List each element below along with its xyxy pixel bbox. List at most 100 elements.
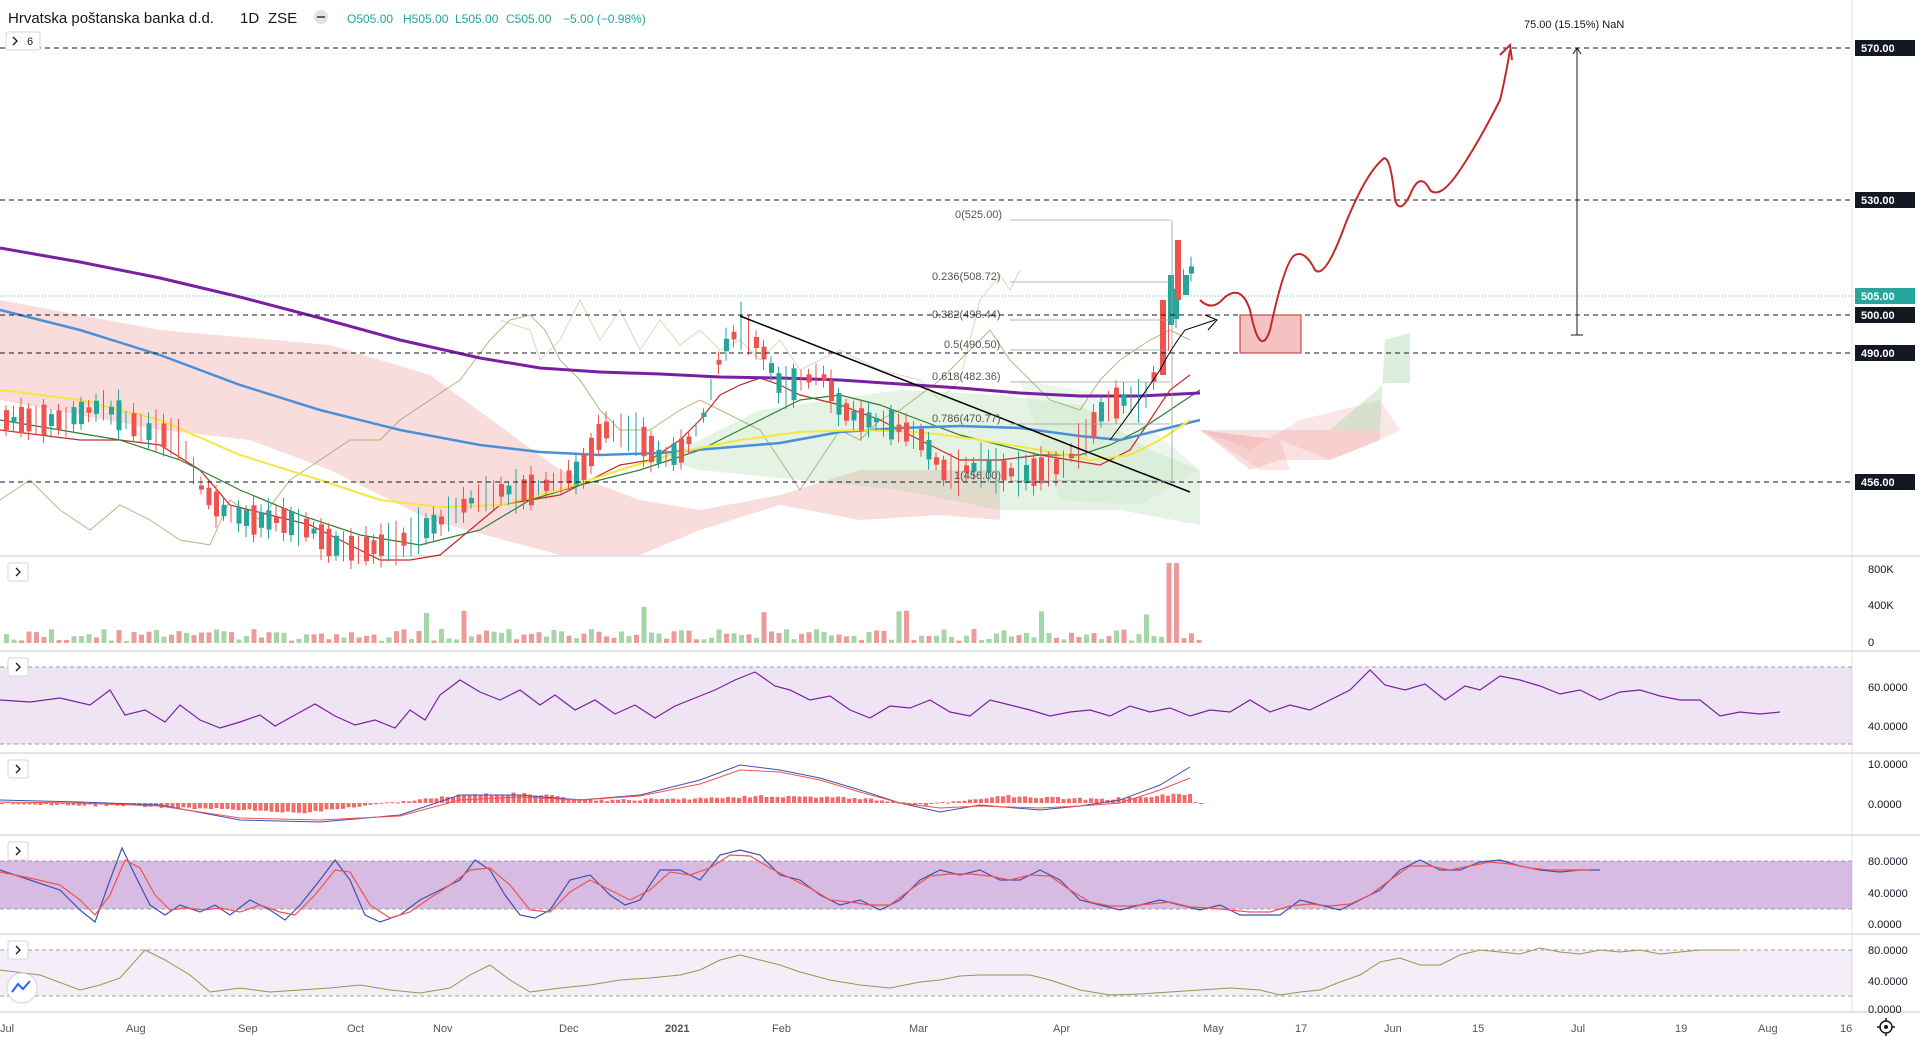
macd-histogram-bar <box>396 802 400 804</box>
macd-histogram-bar <box>638 800 642 803</box>
target-zone-rect[interactable] <box>1239 314 1302 354</box>
price-level-tag: 500.00 <box>1861 310 1895 322</box>
macd-histogram-bar <box>913 803 917 806</box>
macd-histogram-bar <box>1023 796 1027 803</box>
volume-bar <box>1136 634 1142 643</box>
volume-bar <box>79 636 84 643</box>
candle-body <box>1031 458 1037 486</box>
volume-bar <box>731 633 737 643</box>
candle-body <box>1024 464 1029 484</box>
volume-bar <box>566 635 572 643</box>
macd-signal-line <box>0 769 1191 821</box>
volume-bar <box>184 632 189 643</box>
pane-toggle-indicator-5[interactable] <box>7 940 29 960</box>
volume-bar <box>349 632 354 643</box>
pane-toggle-macd[interactable] <box>7 759 29 779</box>
volume-bar <box>634 634 639 643</box>
trendline <box>739 315 1191 493</box>
volume-bar <box>431 640 437 643</box>
volume-bar <box>1196 639 1202 643</box>
volume-bar <box>131 632 137 643</box>
candle-body <box>896 424 902 432</box>
macd-histogram-bar <box>737 797 741 803</box>
macd-histogram-bar <box>572 798 576 803</box>
macd-histogram-bar <box>1149 797 1154 803</box>
main-price-pane[interactable]: 0(525.00) 0.236(508.72) 0.382(498.44) 0.… <box>0 19 1852 569</box>
volume-bar <box>1151 636 1157 643</box>
macd-histogram-bar <box>863 798 868 803</box>
macd-histogram-bar <box>588 799 593 803</box>
macd-histogram-bar <box>643 798 648 803</box>
macd-histogram-bar <box>1067 798 1071 803</box>
macd-histogram-bar <box>847 798 851 803</box>
macd-histogram-bar <box>555 796 560 803</box>
candle-body <box>1069 453 1074 459</box>
time-label: Sep <box>238 1023 258 1035</box>
collapse-indicators-button[interactable]: 6 <box>5 31 41 51</box>
time-label: Feb <box>772 1023 791 1035</box>
macd-histogram-bar <box>1017 796 1022 803</box>
eye-icon[interactable] <box>314 10 328 24</box>
macd-histogram-bar <box>660 798 664 803</box>
fib-retracement[interactable]: 0(525.00) 0.236(508.72) 0.382(498.44) 0.… <box>932 209 1173 482</box>
macd-histogram-bar <box>407 801 411 803</box>
macd-histogram-bar <box>346 803 351 808</box>
pane-toggle-volume[interactable] <box>7 562 29 582</box>
indicator-pane-5[interactable] <box>0 947 1852 997</box>
volume-bar <box>19 640 24 643</box>
candle-body <box>761 346 767 360</box>
macd-histogram-bar <box>1094 798 1099 803</box>
macd-histogram-bar <box>66 803 70 806</box>
macd-histogram-bar <box>170 803 175 808</box>
volume-bar <box>746 634 752 643</box>
tradingview-logo-icon[interactable] <box>6 972 38 1004</box>
gear-icon[interactable] <box>1877 1018 1895 1036</box>
candle-body <box>521 479 527 501</box>
macd-histogram-bar <box>841 797 846 803</box>
macd-histogram-bar <box>577 798 582 803</box>
candle-body <box>769 363 774 373</box>
pane-toggle-rsi[interactable] <box>7 657 29 677</box>
volume-bar <box>529 633 534 643</box>
price-axis[interactable]: 570.00 530.00 505.00 500.00 490.00 456.0… <box>1855 40 1915 490</box>
macd-histogram-bar <box>973 799 978 803</box>
macd-histogram-bar <box>44 803 48 804</box>
stochastic-pane[interactable] <box>0 846 1852 923</box>
rsi-pane[interactable] <box>0 666 1852 745</box>
macd-histogram-bar <box>709 797 714 803</box>
candle-body <box>889 409 894 440</box>
horizontal-levels[interactable] <box>0 47 1852 483</box>
macd-histogram-bar <box>181 803 186 808</box>
macd-histogram-bar <box>759 795 763 803</box>
macd-histogram-bar <box>1072 798 1077 803</box>
change-value: −5.00 (−0.98%) <box>563 12 646 26</box>
volume-bar <box>1189 633 1194 643</box>
symbol-name[interactable]: Hrvatska poštanska banka d.d. <box>8 10 214 27</box>
interval-label[interactable]: 1D <box>240 10 259 27</box>
volume-bar <box>154 630 159 643</box>
candle-body <box>41 404 47 436</box>
price-level-tag: 456.00 <box>1861 477 1895 489</box>
macd-pane[interactable] <box>0 764 1203 823</box>
macd-histogram-bar <box>269 803 274 812</box>
pane-toggle-stoch[interactable] <box>7 841 29 861</box>
volume-pane[interactable] <box>4 563 1202 643</box>
volume-bar <box>919 635 924 643</box>
volume-bar <box>229 632 234 643</box>
volume-bar <box>1159 636 1164 643</box>
volume-bar <box>851 635 857 643</box>
macd-histogram-bar <box>1050 796 1055 803</box>
stoch-d-line <box>0 854 1590 919</box>
macd-histogram-bar <box>390 802 395 804</box>
candle-body <box>131 413 137 437</box>
volume-bar <box>581 633 587 643</box>
macd-histogram-bar <box>957 801 961 803</box>
macd-histogram-bar <box>517 794 521 803</box>
fib-label: 1(456.00) <box>954 470 1001 482</box>
macd-histogram-bar <box>528 794 532 803</box>
volume-bar <box>769 631 774 643</box>
time-axis[interactable]: Jul Aug Sep Oct Nov Dec 2021 Feb Mar Apr… <box>0 1023 1852 1035</box>
macd-histogram-bar <box>819 797 824 803</box>
candle-body <box>641 426 647 457</box>
